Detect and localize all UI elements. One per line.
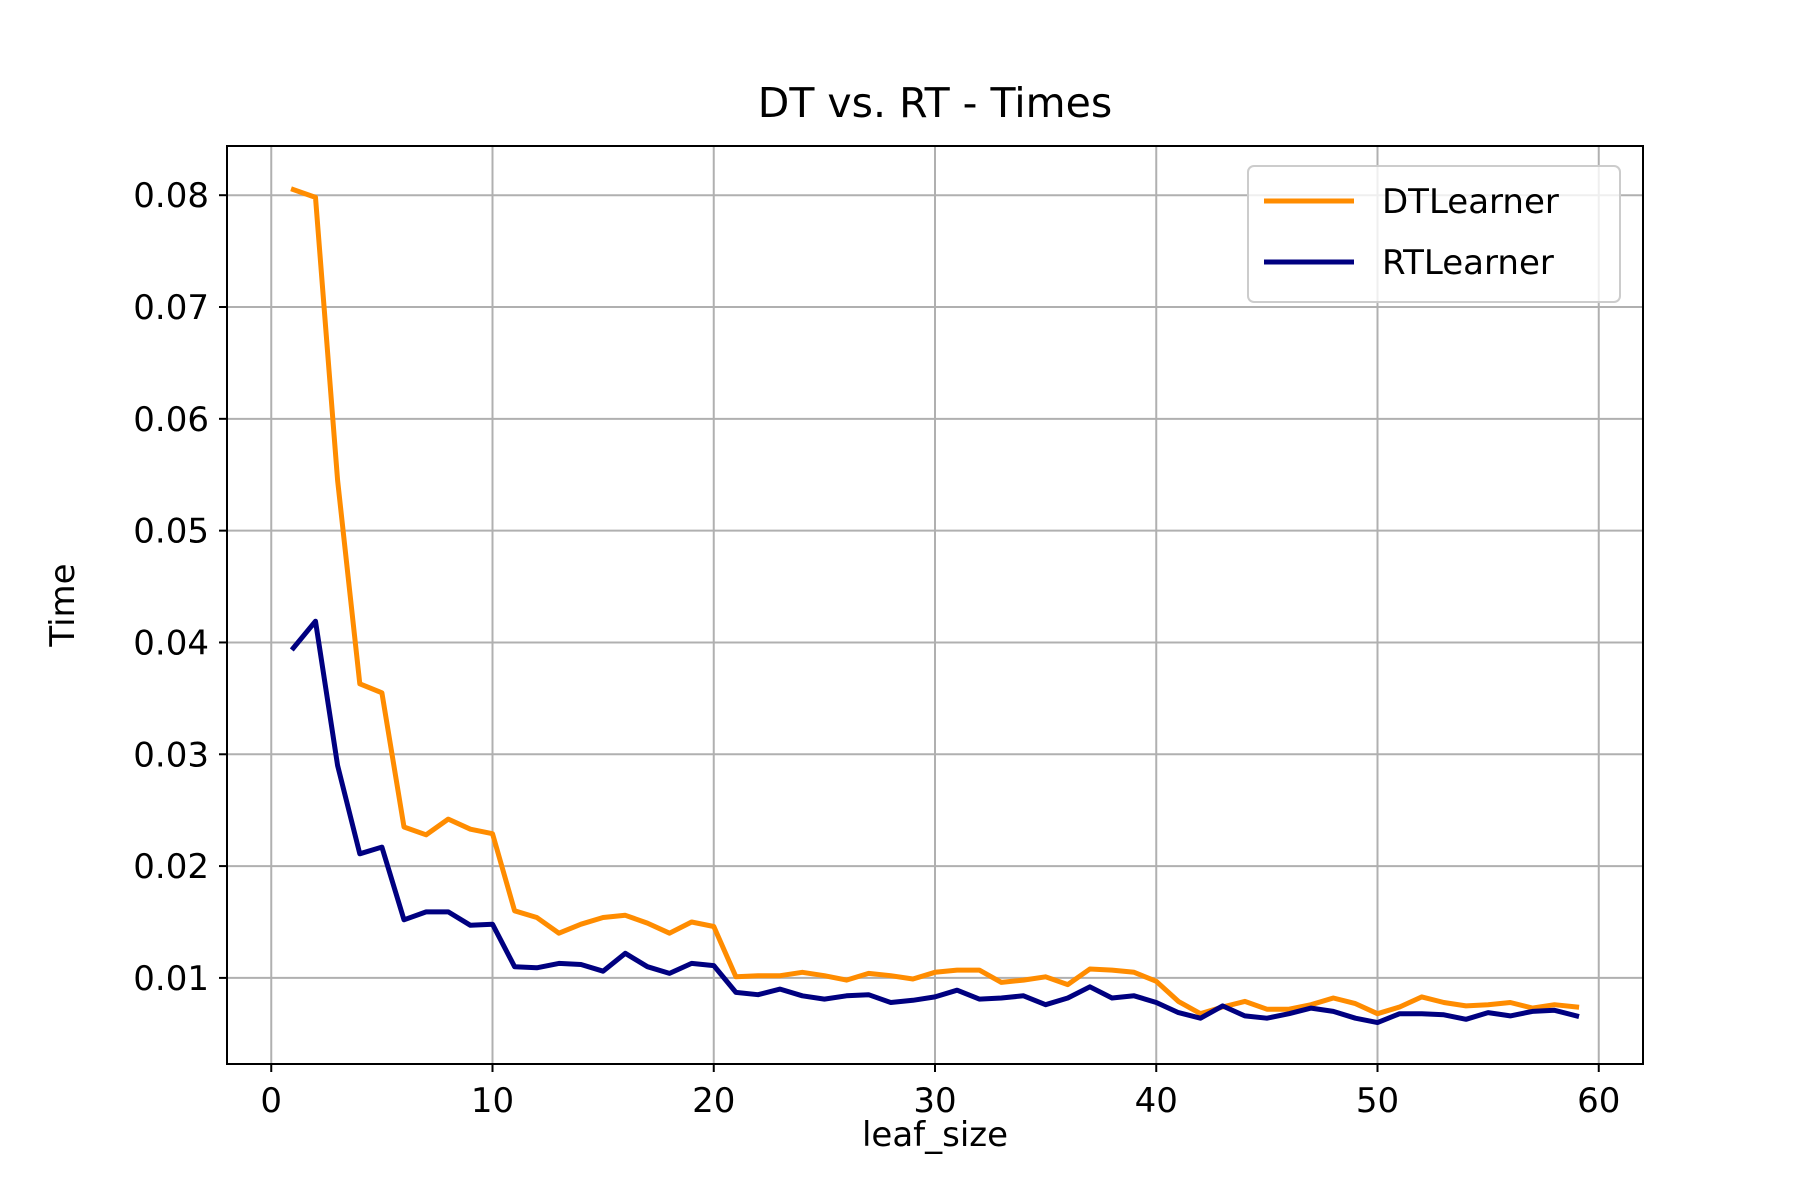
y-tick-label: 0.06 [133,400,209,440]
series-line-rtlearner [289,618,1580,1026]
y-axis-label: Time [43,563,83,647]
chart-title: DT vs. RT - Times [758,79,1112,127]
x-tick-label: 20 [692,1081,735,1121]
x-tick-label: 50 [1356,1081,1399,1121]
y-tick-label: 0.08 [133,176,209,216]
x-tick-label: 10 [471,1081,514,1121]
y-tick-label: 0.03 [133,735,209,775]
x-axis-label: leaf_size [862,1115,1008,1155]
x-tick-label: 30 [913,1081,956,1121]
series-line-dtlearner [290,186,1580,1017]
y-tick-label: 0.07 [133,288,209,328]
legend: DTLearner RTLearner [1247,165,1621,303]
legend-label-dtlearner: DTLearner [1382,182,1559,222]
series-lines [289,186,1580,1026]
grid [227,146,1643,1064]
y-tick-label: 0.05 [133,512,209,552]
x-tick-label: 60 [1577,1081,1620,1121]
y-tick-label: 0.04 [133,623,209,663]
legend-label-rtlearner: RTLearner [1382,243,1554,283]
ticks: 0 10 20 30 40 50 60 0.01 0.02 0.03 0.04 0.05 0.06 0.0… [133,176,1620,1121]
y-tick-label: 0.02 [133,847,209,887]
x-tick-label: 40 [1135,1081,1178,1121]
x-tick-label: 0 [260,1081,282,1121]
y-tick-label: 0.01 [133,959,209,999]
